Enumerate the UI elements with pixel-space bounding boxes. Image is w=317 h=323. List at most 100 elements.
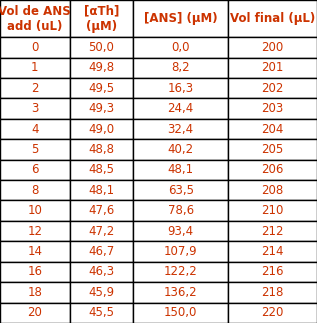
Text: 216: 216 — [262, 266, 284, 278]
Bar — [0, 160, 70, 180]
Text: [ANS] (μM): [ANS] (μM) — [144, 12, 217, 25]
Bar — [133, 180, 228, 201]
Text: 18: 18 — [28, 286, 42, 299]
Text: 205: 205 — [262, 143, 284, 156]
Bar — [228, 282, 317, 303]
Text: 47,2: 47,2 — [88, 224, 114, 238]
Text: 46,7: 46,7 — [88, 245, 114, 258]
Text: 200: 200 — [262, 41, 284, 54]
Bar — [0, 303, 70, 323]
Text: 4: 4 — [31, 122, 39, 136]
Bar — [0, 282, 70, 303]
Bar — [133, 262, 228, 282]
Text: 218: 218 — [262, 286, 284, 299]
Bar — [70, 78, 133, 99]
Text: 45,5: 45,5 — [88, 306, 114, 319]
Text: 204: 204 — [262, 122, 284, 136]
Bar — [133, 139, 228, 160]
Bar — [70, 221, 133, 241]
Bar — [228, 180, 317, 201]
Text: 136,2: 136,2 — [164, 286, 197, 299]
Bar — [70, 241, 133, 262]
Bar — [228, 0, 317, 37]
Bar — [228, 119, 317, 139]
Bar — [70, 37, 133, 57]
Bar — [0, 221, 70, 241]
Text: 8,2: 8,2 — [171, 61, 190, 74]
Bar — [70, 139, 133, 160]
Text: 48,1: 48,1 — [88, 184, 114, 197]
Bar — [228, 262, 317, 282]
Text: 220: 220 — [262, 306, 284, 319]
Text: 24,4: 24,4 — [168, 102, 194, 115]
Text: 40,2: 40,2 — [168, 143, 194, 156]
Text: 202: 202 — [262, 82, 284, 95]
Text: 8: 8 — [31, 184, 39, 197]
Bar — [228, 37, 317, 57]
Bar — [228, 160, 317, 180]
Text: 49,3: 49,3 — [88, 102, 114, 115]
Bar — [133, 282, 228, 303]
Bar — [0, 0, 70, 37]
Text: 208: 208 — [262, 184, 284, 197]
Text: 14: 14 — [27, 245, 42, 258]
Bar — [70, 160, 133, 180]
Text: 63,5: 63,5 — [168, 184, 194, 197]
Bar — [228, 201, 317, 221]
Text: [αTh]
(μM): [αTh] (μM) — [84, 5, 119, 33]
Text: 48,5: 48,5 — [88, 163, 114, 176]
Bar — [133, 201, 228, 221]
Text: 78,6: 78,6 — [168, 204, 194, 217]
Text: 3: 3 — [31, 102, 39, 115]
Text: 107,9: 107,9 — [164, 245, 197, 258]
Text: 206: 206 — [262, 163, 284, 176]
Bar — [0, 262, 70, 282]
Text: 210: 210 — [262, 204, 284, 217]
Bar — [70, 99, 133, 119]
Text: 46,3: 46,3 — [88, 266, 114, 278]
Bar — [133, 241, 228, 262]
Bar — [133, 57, 228, 78]
Text: 48,1: 48,1 — [168, 163, 194, 176]
Bar — [70, 262, 133, 282]
Text: 2: 2 — [31, 82, 39, 95]
Text: 201: 201 — [262, 61, 284, 74]
Text: Vol final (μL): Vol final (μL) — [230, 12, 315, 25]
Text: 93,4: 93,4 — [168, 224, 194, 238]
Text: 49,5: 49,5 — [88, 82, 114, 95]
Bar — [133, 160, 228, 180]
Bar — [228, 241, 317, 262]
Bar — [0, 37, 70, 57]
Text: 20: 20 — [28, 306, 42, 319]
Bar — [0, 99, 70, 119]
Text: 0: 0 — [31, 41, 39, 54]
Bar — [228, 57, 317, 78]
Text: 16,3: 16,3 — [168, 82, 194, 95]
Bar — [70, 180, 133, 201]
Bar — [133, 99, 228, 119]
Text: 47,6: 47,6 — [88, 204, 114, 217]
Bar — [0, 180, 70, 201]
Bar — [70, 201, 133, 221]
Bar — [70, 0, 133, 37]
Text: 10: 10 — [28, 204, 42, 217]
Text: 49,8: 49,8 — [88, 61, 114, 74]
Text: 6: 6 — [31, 163, 39, 176]
Text: 1: 1 — [31, 61, 39, 74]
Text: 16: 16 — [27, 266, 42, 278]
Bar — [133, 221, 228, 241]
Bar — [228, 78, 317, 99]
Bar — [228, 99, 317, 119]
Bar — [0, 78, 70, 99]
Text: 150,0: 150,0 — [164, 306, 197, 319]
Text: 32,4: 32,4 — [168, 122, 194, 136]
Bar — [133, 0, 228, 37]
Bar — [0, 241, 70, 262]
Text: 203: 203 — [262, 102, 284, 115]
Bar — [0, 201, 70, 221]
Bar — [133, 303, 228, 323]
Bar — [133, 78, 228, 99]
Text: 50,0: 50,0 — [88, 41, 114, 54]
Bar — [0, 139, 70, 160]
Bar — [228, 303, 317, 323]
